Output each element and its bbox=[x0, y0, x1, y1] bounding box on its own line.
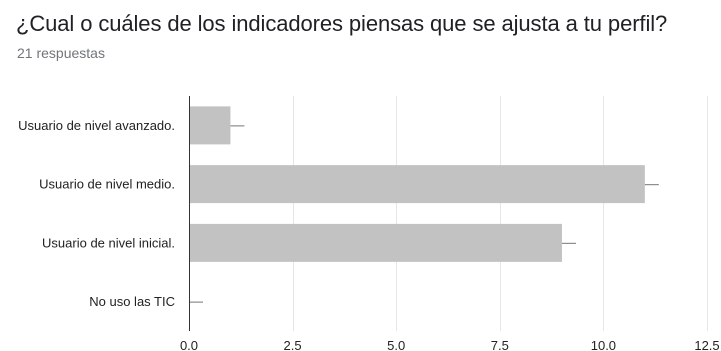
x-tick-label: 12.5 bbox=[694, 338, 719, 351]
bar bbox=[189, 165, 645, 204]
x-tick-label: 7.5 bbox=[491, 338, 509, 351]
category-label: Usuario de nivel inicial. bbox=[42, 235, 175, 250]
chart-title: ¿Cual o cuáles de los indicadores piensa… bbox=[16, 11, 668, 36]
bars bbox=[189, 106, 645, 262]
category-label: Usuario de nivel avanzado. bbox=[18, 118, 175, 133]
category-labels: Usuario de nivel avanzado. Usuario de niv… bbox=[18, 118, 175, 309]
x-tick-label: 0.0 bbox=[180, 338, 198, 351]
tick-labels: 0.0 2.5 5.0 7.5 10.0 12.5 bbox=[180, 338, 720, 351]
x-tick-label: 5.0 bbox=[387, 338, 405, 351]
error-bars bbox=[189, 125, 659, 303]
x-tick-label: 10.0 bbox=[591, 338, 616, 351]
bar bbox=[189, 223, 562, 262]
bar bbox=[189, 106, 231, 145]
gridlines bbox=[293, 96, 708, 331]
category-label: Usuario de nivel medio. bbox=[39, 177, 175, 192]
x-tick-label: 2.5 bbox=[284, 338, 302, 351]
category-label: No uso las TIC bbox=[89, 294, 175, 309]
response-count: 21 respuestas bbox=[17, 45, 105, 61]
